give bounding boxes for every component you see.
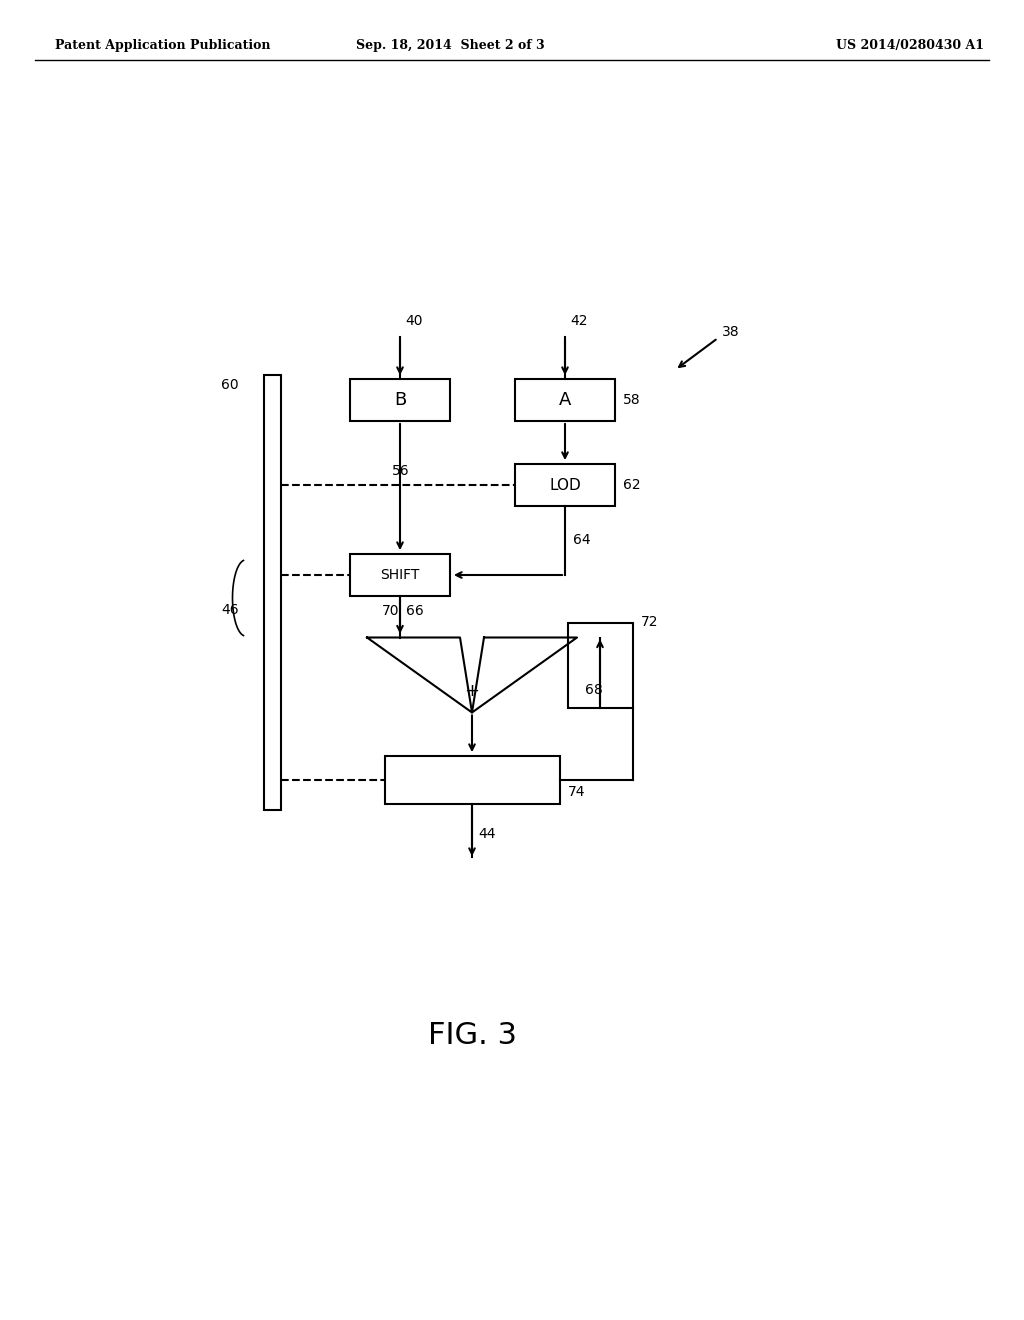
Text: B: B <box>394 391 407 409</box>
Text: Sep. 18, 2014  Sheet 2 of 3: Sep. 18, 2014 Sheet 2 of 3 <box>355 38 545 51</box>
Text: 42: 42 <box>570 314 588 327</box>
Text: FIG. 3: FIG. 3 <box>427 1020 516 1049</box>
Text: 62: 62 <box>623 478 641 492</box>
Text: +: + <box>465 681 479 700</box>
Text: 72: 72 <box>640 615 658 630</box>
Bar <box>384 756 559 804</box>
Text: 58: 58 <box>623 393 641 407</box>
Text: 68: 68 <box>585 682 603 697</box>
Bar <box>567 623 633 708</box>
Text: 44: 44 <box>478 828 496 841</box>
Bar <box>263 375 281 810</box>
Text: 74: 74 <box>567 785 585 799</box>
Text: 40: 40 <box>406 314 423 327</box>
Text: A: A <box>559 391 571 409</box>
Polygon shape <box>472 638 577 713</box>
Text: 56: 56 <box>392 465 410 478</box>
Text: 66: 66 <box>406 605 424 618</box>
Bar <box>350 379 450 421</box>
Text: US 2014/0280430 A1: US 2014/0280430 A1 <box>836 38 984 51</box>
Text: 46: 46 <box>221 603 239 616</box>
Text: 70: 70 <box>382 605 399 618</box>
Text: 38: 38 <box>722 325 739 339</box>
Text: SHIFT: SHIFT <box>380 568 420 582</box>
Text: Patent Application Publication: Patent Application Publication <box>55 38 270 51</box>
Text: LOD: LOD <box>549 478 581 492</box>
Bar <box>515 465 615 506</box>
Bar <box>350 554 450 597</box>
Text: 60: 60 <box>221 378 239 392</box>
Polygon shape <box>367 638 472 713</box>
Text: 64: 64 <box>573 533 591 548</box>
Bar <box>515 379 615 421</box>
